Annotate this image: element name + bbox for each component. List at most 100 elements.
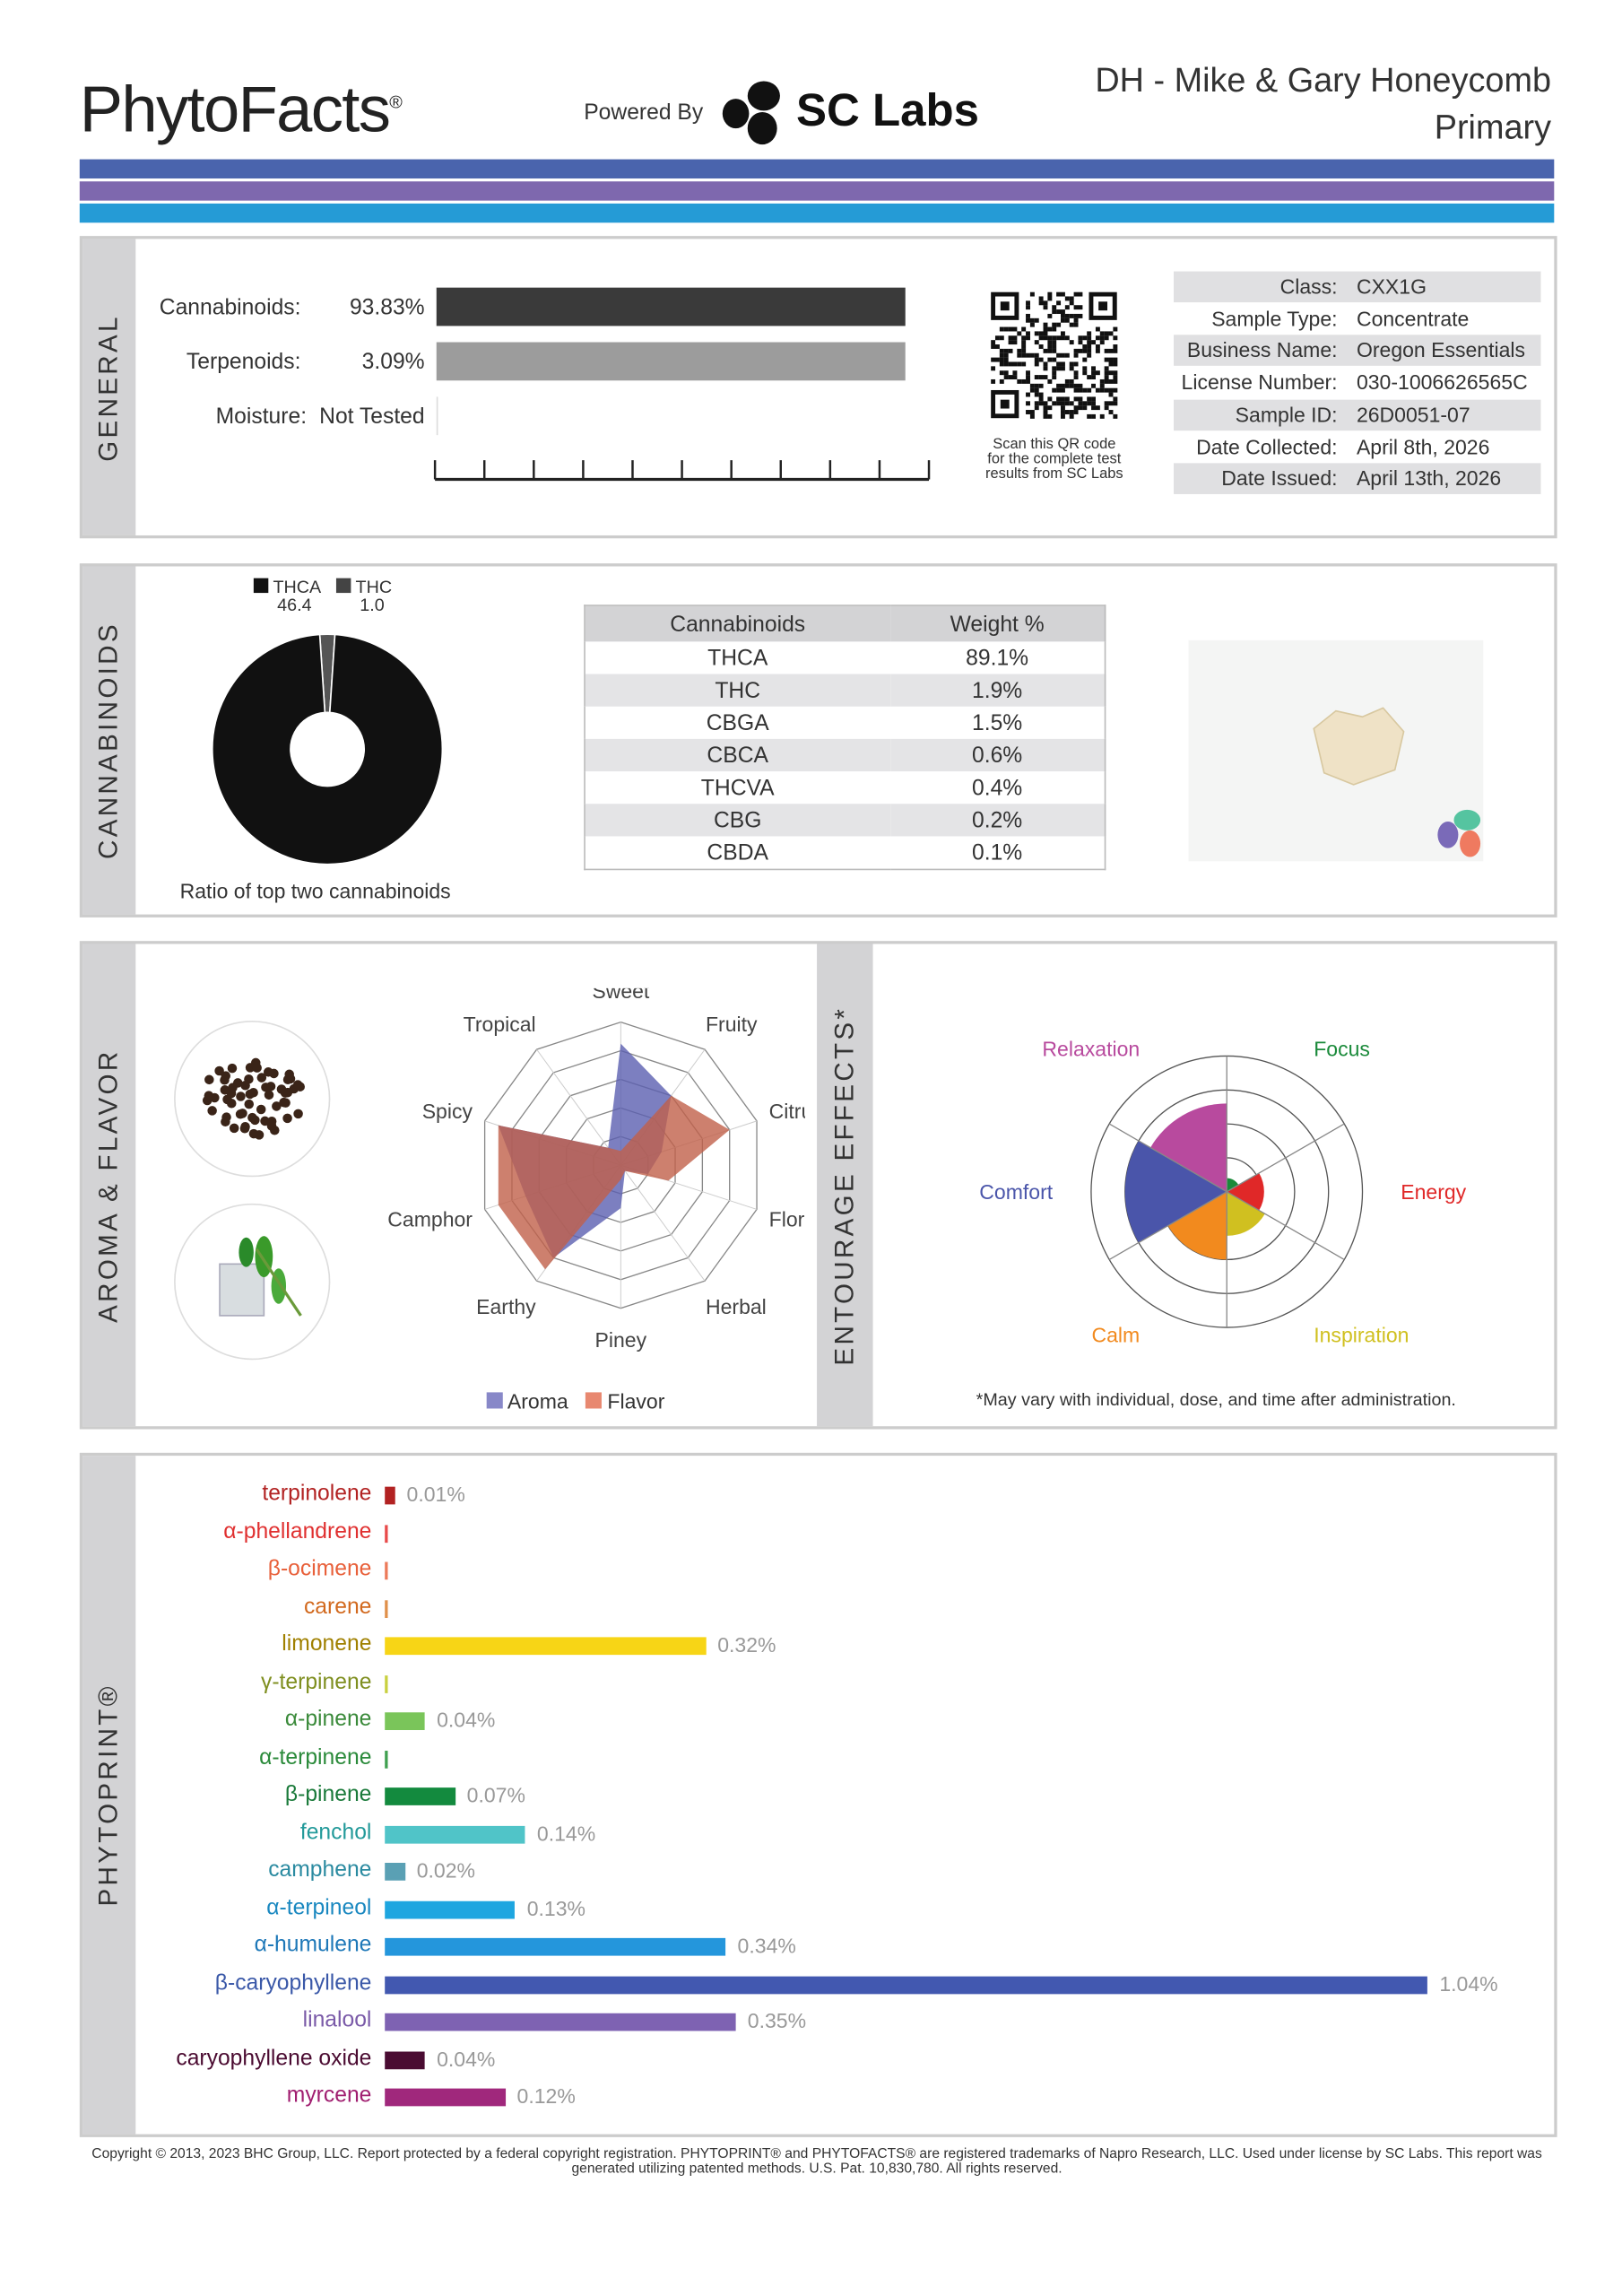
sc-labs-logo-icon	[722, 81, 780, 145]
radar-spoke	[620, 1164, 706, 1282]
info-key: Class:	[1279, 274, 1338, 299]
terpene-bar	[385, 1674, 387, 1693]
radar-axis-label: Citrusy	[769, 1100, 805, 1123]
radar-chart: Sweet Fruity Citrusy Floral Herbal Piney Earth…	[387, 988, 805, 1352]
pepper-image	[174, 1020, 331, 1178]
info-value: 26D0051-07	[1356, 402, 1470, 426]
product-photo	[1188, 639, 1484, 862]
copyright: Copyright © 2013, 2023 BHC Group, LLC. R…	[91, 2145, 1542, 2178]
polar-sector-relaxation	[1150, 1103, 1227, 1192]
table-row: CBGA 1.5%	[585, 707, 1106, 739]
band-cyan	[79, 203, 1555, 223]
table-row: CBDA 0.1%	[585, 836, 1106, 869]
terpene-name: carene	[303, 1593, 372, 1619]
donut-legend-thca: THCA 46.4	[253, 578, 321, 613]
band-purple	[79, 181, 1555, 201]
cannabinoid-weight: 0.6%	[889, 738, 1106, 772]
terpene-name: α-terpinene	[259, 1744, 372, 1770]
info-key: Date Collected:	[1196, 434, 1338, 458]
cannabinoid-weight: 1.9%	[889, 674, 1106, 707]
aroma-flavor-panel: AROMA & FLAVOR Sweet Fruity Citrusy Floral H…	[79, 941, 1557, 1430]
terpene-name: limonene	[282, 1631, 372, 1657]
terpenoids-bar	[436, 342, 906, 381]
terpenoids-value: 3.09%	[361, 349, 425, 375]
donut-slice-thca	[212, 633, 444, 865]
info-value: Concentrate	[1356, 306, 1470, 330]
terpene-bar	[385, 1937, 726, 1956]
terpene-value: 0.01%	[406, 1482, 465, 1507]
cannabinoid-weight: 89.1%	[966, 645, 1029, 671]
terpene-name: β-pinene	[284, 1781, 372, 1807]
info-value: April 8th, 2026	[1356, 434, 1490, 458]
info-row: Sample Type: Concentrate	[1174, 303, 1540, 335]
section-title: PHYTOPRINT®	[93, 1683, 124, 1907]
cannabinoid-weight: 0.2%	[889, 804, 1106, 837]
terpene-bar	[385, 1750, 387, 1768]
polar-sector-calm	[1167, 1191, 1227, 1260]
table-row: THC 1.9%	[585, 674, 1106, 707]
table-row: CBG 0.2%	[585, 804, 1106, 837]
table-row: THCA 89.1%	[585, 641, 1106, 674]
terpene-value: 0.02%	[416, 1858, 476, 1883]
moisture-label: Moisture:	[215, 404, 308, 430]
scale-axis	[433, 460, 931, 482]
cannabinoid-name: CBGA	[706, 709, 769, 735]
radar-axis-label: Earthy	[476, 1295, 536, 1318]
effect-label: Focus	[1314, 1037, 1370, 1060]
section-title: CANNABINOIDS	[93, 622, 124, 859]
section-title: ENTOURAGE EFFECTS*	[829, 1004, 859, 1365]
info-row: License Number: 030-1006626565C	[1174, 368, 1540, 399]
terpene-value: 0.12%	[516, 2083, 576, 2108]
info-key: Sample Type:	[1211, 306, 1338, 330]
cannabinoid-name: THCA	[707, 645, 768, 671]
terpene-name: myrcene	[286, 2083, 372, 2108]
effect-label: Relaxation	[1042, 1037, 1140, 1060]
phytofacts-logo: PhytoFacts®	[79, 74, 403, 146]
donut-legend-thc: THC 1.0	[335, 578, 392, 613]
terpene-name: α-humulene	[254, 1932, 372, 1958]
terpene-bar	[385, 1712, 425, 1730]
terpene-value: 0.35%	[747, 2008, 807, 2033]
polar-spoke	[1108, 1191, 1227, 1260]
info-row: Date Issued: April 13th, 2026	[1174, 463, 1541, 495]
donut-caption: Ratio of top two cannabinoids	[179, 879, 451, 903]
cannabinoid-name: THCVA	[700, 775, 775, 801]
qr-code-icon[interactable]	[991, 291, 1118, 419]
terpene-name: β-ocimene	[267, 1555, 372, 1581]
polar-sector-comfort	[1124, 1141, 1227, 1243]
entourage-chart: Focus Energy Inspiration Calm Comfort Relaxat…	[979, 1037, 1466, 1346]
radar-axis-label: Floral	[769, 1208, 805, 1231]
polar-sector-focus	[1227, 1178, 1239, 1192]
terpene-bar	[385, 1900, 516, 1918]
radar-spoke	[536, 1048, 621, 1166]
terpene-name: α-terpineol	[266, 1894, 372, 1920]
terpene-name: terpinolene	[262, 1481, 372, 1507]
table-row: CBCA 0.6%	[585, 738, 1106, 772]
terpene-bar	[385, 2050, 425, 2069]
col-header: Weight %	[889, 605, 1106, 642]
terpene-bar	[385, 1637, 707, 1656]
terpene-bar	[385, 1599, 387, 1618]
section-title: AROMA & FLAVOR	[93, 1048, 124, 1323]
radar-axis-label: Spicy	[422, 1100, 473, 1123]
terpene-bar	[385, 2013, 736, 2031]
terpenoids-label: Terpenoids:	[186, 349, 301, 375]
cannabinoids-label: Cannabinoids:	[159, 294, 301, 320]
info-row: Date Collected: April 8th, 2026	[1174, 431, 1540, 463]
info-row: Sample ID: 26D0051-07	[1174, 399, 1541, 430]
info-row: Business Name: Oregon Essentials	[1174, 335, 1541, 367]
terpene-name: β-caryophyllene	[214, 1970, 372, 1996]
info-value: Oregon Essentials	[1356, 338, 1526, 362]
polar-spoke	[1226, 1191, 1345, 1260]
terpene-name: linalool	[302, 2007, 372, 2033]
cannabinoid-table: Cannabinoids Weight % THCA 89.1% THC 1.9% CBGA…	[584, 604, 1106, 871]
legend-aroma: Aroma	[507, 1389, 568, 1413]
terpene-bar	[385, 2088, 506, 2107]
terpene-bar	[385, 1975, 1428, 1994]
radar-axis-label: Sweet	[592, 988, 650, 1003]
polar-spoke	[1108, 1123, 1227, 1193]
terpene-bar	[385, 1825, 525, 1843]
terpene-value: 0.32%	[717, 1632, 776, 1657]
general-panel: GENERAL Cannabinoids: 93.83% Terpenoids:…	[79, 236, 1557, 539]
terpene-name: α-phellandrene	[223, 1518, 372, 1544]
